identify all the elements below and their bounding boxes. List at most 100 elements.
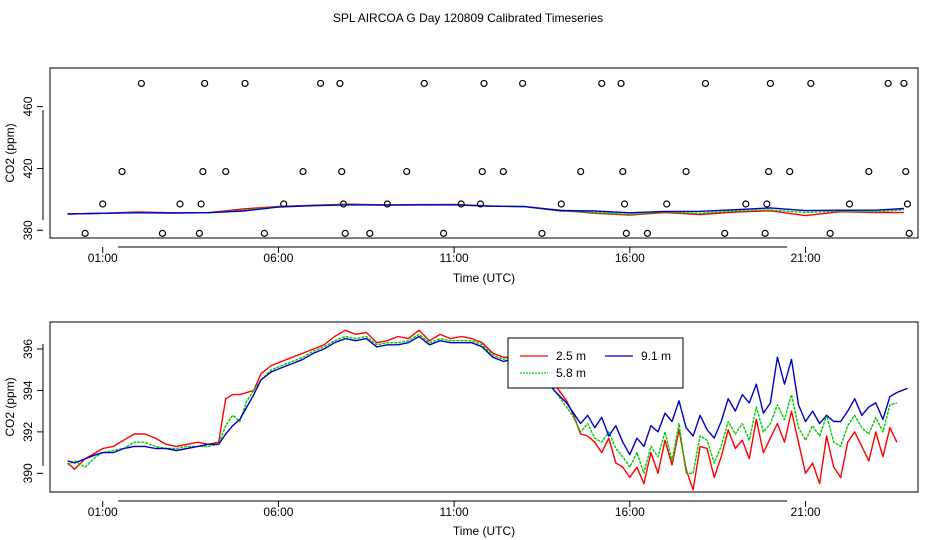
- scatter-point: [845, 200, 854, 208]
- scatter-point: [663, 200, 671, 208]
- scatter-point: [701, 79, 709, 88]
- x-tick-label: 21:00: [791, 251, 821, 265]
- scatter-point: [118, 167, 126, 176]
- scatter-point: [476, 200, 485, 208]
- legend-label-2-5m: 2.5 m: [556, 349, 586, 363]
- scatter-point: [682, 167, 690, 176]
- scatter-point: [617, 79, 625, 88]
- top-x-ticks: 01:00 06:00 11:00 16:00 21:00: [88, 247, 821, 265]
- scatter-point: [766, 79, 775, 88]
- bottom-panel: 01:00 06:00 11:00 16:00 21:00 390 392 394 396 T…: [3, 321, 919, 538]
- scatter-point: [557, 200, 565, 208]
- bottom-y-axis-label: CO2 (ppm): [3, 377, 17, 436]
- scatter-point: [619, 167, 627, 176]
- legend-box: [507, 337, 684, 389]
- bottom-x-axis-label: Time (UTC): [453, 524, 515, 538]
- top-x-axis-label: Time (UTC): [453, 271, 515, 285]
- scatter-point: [280, 200, 288, 208]
- series-line-5-8-m: [67, 333, 898, 474]
- scatter-point: [900, 79, 908, 88]
- bottom-series-lines: [67, 329, 908, 491]
- y-tick-label: 390: [21, 463, 35, 483]
- scatter-point: [577, 167, 585, 176]
- scatter-point: [538, 229, 546, 237]
- scatter-point: [519, 79, 527, 88]
- x-tick-label: 21:00: [791, 505, 821, 519]
- series-line-9-1-m: [67, 335, 908, 464]
- scatter-point: [742, 200, 750, 208]
- legend-label-9-1m: 9.1 m: [641, 349, 671, 363]
- scatter-point: [420, 79, 428, 88]
- series-line-9-1-m: [67, 204, 904, 215]
- x-tick-label: 11:00: [440, 251, 469, 265]
- scatter-point: [341, 229, 349, 237]
- scatter-point: [499, 167, 507, 176]
- scatter-point: [902, 167, 910, 176]
- scatter-point: [643, 229, 652, 237]
- scatter-point: [195, 229, 203, 237]
- scatter-point: [383, 200, 391, 208]
- x-tick-label: 11:00: [440, 505, 469, 519]
- scatter-point: [197, 200, 205, 208]
- bottom-plot-frame: [49, 321, 919, 493]
- top-series-lines: [67, 203, 904, 217]
- top-y-axis-label: CO2 (ppm): [3, 123, 17, 182]
- scatter-point: [903, 200, 912, 208]
- scatter-point: [905, 229, 913, 237]
- x-tick-label: 16:00: [615, 505, 645, 519]
- legend-label-5-8m: 5.8 m: [556, 366, 586, 380]
- scatter-point: [137, 79, 145, 88]
- series-line-2-5-m: [67, 329, 898, 491]
- y-tick-label: 394: [21, 380, 35, 400]
- y-tick-label: 380: [21, 220, 35, 240]
- scatter-point: [403, 167, 411, 176]
- scatter-point: [622, 229, 630, 237]
- scatter-point: [598, 79, 606, 88]
- top-scatter-points: [81, 79, 913, 237]
- scatter-point: [763, 200, 771, 208]
- scatter-point: [201, 79, 209, 88]
- y-tick-label: 420: [21, 158, 35, 178]
- scatter-point: [299, 167, 307, 176]
- scatter-point: [241, 79, 249, 88]
- bottom-x-ticks: 01:00 06:00 11:00 16:00 21:00: [88, 501, 821, 519]
- scatter-point: [81, 229, 89, 237]
- top-panel: 01:00 06:00 11:00 16:00 21:00 380 420 460 Time…: [3, 67, 919, 285]
- y-tick-label: 396: [21, 339, 35, 359]
- scatter-point: [865, 167, 873, 176]
- bottom-y-ticks: 390 392 394 396: [21, 339, 43, 483]
- x-tick-label: 01:00: [88, 251, 118, 265]
- scatter-point: [222, 167, 230, 176]
- scatter-point: [480, 79, 488, 88]
- scatter-point: [366, 229, 374, 237]
- x-tick-label: 16:00: [615, 251, 645, 265]
- top-plot-frame: [49, 67, 919, 239]
- y-tick-label: 392: [21, 422, 35, 442]
- legend: 2.5 m 5.8 m 9.1 m: [507, 337, 684, 389]
- scatter-point: [199, 167, 207, 176]
- scatter-point: [99, 200, 107, 208]
- scatter-point: [457, 200, 465, 208]
- y-tick-label: 460: [21, 96, 35, 116]
- x-tick-label: 01:00: [88, 505, 118, 519]
- scatter-point: [786, 167, 794, 176]
- page-title: SPL AIRCOA G Day 120809 Calibrated Times…: [333, 11, 603, 25]
- scatter-point: [826, 229, 834, 237]
- scatter-point: [478, 167, 486, 176]
- scatter-point: [339, 200, 348, 208]
- scatter-point: [721, 229, 729, 237]
- x-tick-label: 06:00: [263, 251, 293, 265]
- scatter-point: [620, 200, 629, 208]
- scatter-point: [765, 167, 773, 176]
- top-y-ticks: 380 420 460: [21, 96, 43, 240]
- scatter-point: [260, 229, 268, 237]
- scatter-point: [439, 229, 448, 237]
- scatter-point: [807, 79, 815, 88]
- scatter-point: [316, 79, 325, 88]
- scatter-point: [761, 229, 769, 237]
- scatter-point: [884, 79, 892, 88]
- scatter-point: [176, 200, 184, 208]
- scatter-point: [338, 167, 346, 176]
- scatter-point: [158, 229, 167, 237]
